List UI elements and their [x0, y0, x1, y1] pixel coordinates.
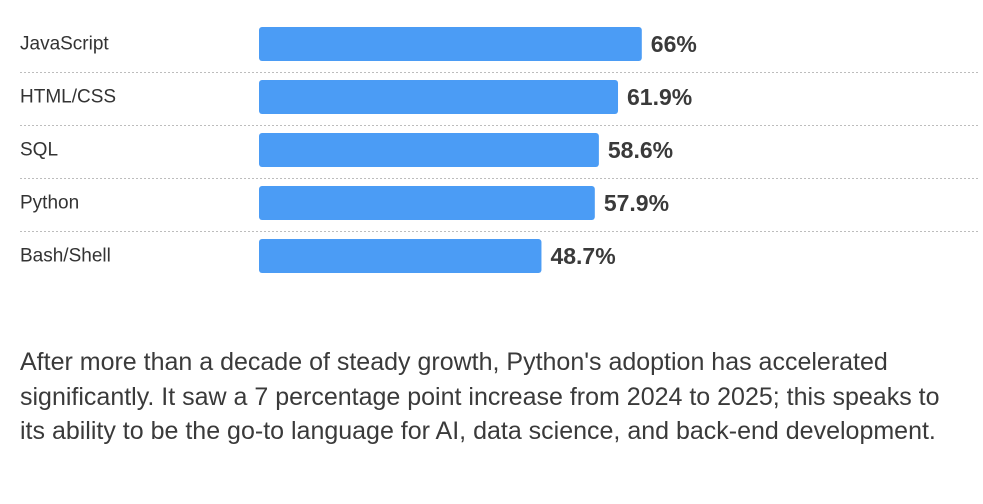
- category-label-1: HTML/CSS: [20, 87, 116, 108]
- bar-chart-svg: JavaScript 66% HTML/CSS 61.9% SQL 58.6% Python…: [20, 27, 978, 273]
- bar-4: [259, 239, 542, 273]
- value-label-1: 61.9%: [627, 84, 692, 110]
- value-label-2: 58.6%: [608, 137, 673, 163]
- bar-chart: JavaScript 66% HTML/CSS 61.9% SQL 58.6% Python…: [20, 27, 978, 273]
- category-label-0: JavaScript: [20, 34, 109, 55]
- bar-2: [259, 133, 599, 167]
- chart-caption: After more than a decade of steady growt…: [20, 348, 940, 445]
- value-label-0: 66%: [651, 31, 697, 57]
- category-label-3: Python: [20, 193, 79, 214]
- bar-3: [259, 186, 595, 220]
- category-label-2: SQL: [20, 140, 58, 161]
- value-label-4: 48.7%: [550, 243, 615, 269]
- bar-1: [259, 80, 619, 114]
- value-label-3: 57.9%: [604, 190, 669, 216]
- category-label-4: Bash/Shell: [20, 246, 111, 267]
- bar-0: [259, 27, 642, 61]
